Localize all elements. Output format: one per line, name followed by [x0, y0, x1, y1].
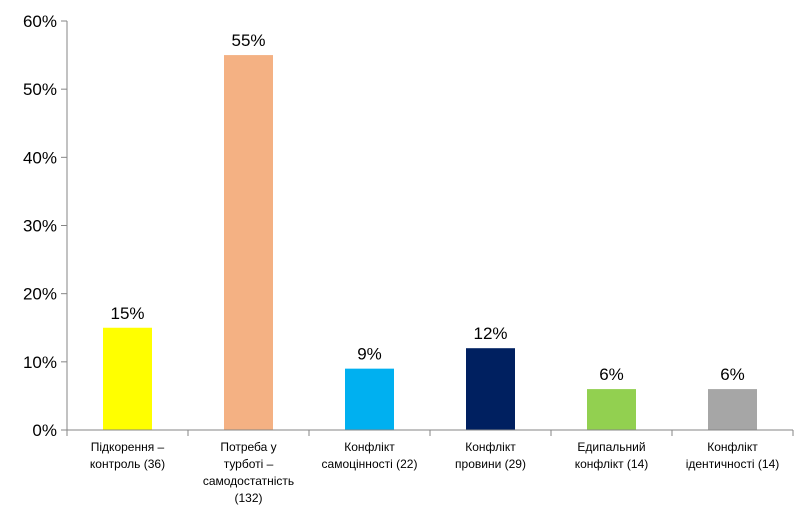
x-category-label: Конфлікт провини (29): [455, 440, 526, 471]
x-category-label-line: Конфлікт: [707, 440, 758, 454]
bar: [708, 389, 757, 430]
x-category-label-line: провини (29): [455, 457, 526, 471]
y-tick-label: 40%: [23, 148, 57, 167]
x-category-label-line: контроль (36): [90, 457, 165, 471]
bar-data-label: 6%: [720, 365, 745, 384]
bar-data-label: 55%: [231, 31, 265, 50]
bar-data-label: 15%: [110, 304, 144, 323]
bar-data-label: 6%: [599, 365, 624, 384]
x-category-label: Едипальний конфлікт (14): [575, 440, 649, 471]
bar-data-label: 12%: [473, 324, 507, 343]
y-tick-label: 10%: [23, 353, 57, 372]
bar: [103, 327, 152, 430]
x-category-label-line: конфлікт (14): [575, 457, 649, 471]
x-category-label-line: турботі –: [224, 457, 274, 471]
bar: [587, 389, 636, 430]
x-category-label: Конфлікт самоцінності (22): [322, 440, 418, 471]
x-category-label-line: (132): [234, 491, 262, 505]
y-tick-label: 0%: [32, 421, 57, 440]
bars: [103, 55, 757, 430]
x-category-label-line: Підкорення –: [91, 440, 165, 454]
y-tick-label: 30%: [23, 217, 57, 236]
data-labels: 15% 55% 9% 12% 6% 6%: [110, 31, 744, 384]
bar-data-label: 9%: [357, 345, 382, 364]
bar: [224, 55, 273, 430]
bar: [466, 348, 515, 430]
y-axis: 0% 10% 20% 30% 40% 50% 60%: [23, 12, 68, 440]
x-category-label-line: ідентичності (14): [686, 457, 780, 471]
x-category-label-line: Конфлікт: [344, 440, 395, 454]
x-category-label-line: Едипальний: [577, 440, 645, 454]
x-axis: Підкорення – контроль (36) Потреба у турбот…: [66, 429, 794, 505]
x-category-label-line: самоцінності (22): [322, 457, 418, 471]
x-category-label-line: самодостатність: [203, 474, 294, 488]
x-category-label-line: Конфлікт: [465, 440, 516, 454]
y-tick-label: 50%: [23, 80, 57, 99]
y-tick-label: 60%: [23, 12, 57, 31]
y-tick-label: 20%: [23, 285, 57, 304]
x-category-label: Потреба у турботі – самодостатність (132): [203, 440, 294, 505]
x-category-label-line: Потреба у: [220, 440, 276, 454]
x-category-label: Конфлікт ідентичності (14): [686, 440, 780, 471]
x-category-label: Підкорення – контроль (36): [90, 440, 165, 471]
bar: [345, 368, 394, 430]
